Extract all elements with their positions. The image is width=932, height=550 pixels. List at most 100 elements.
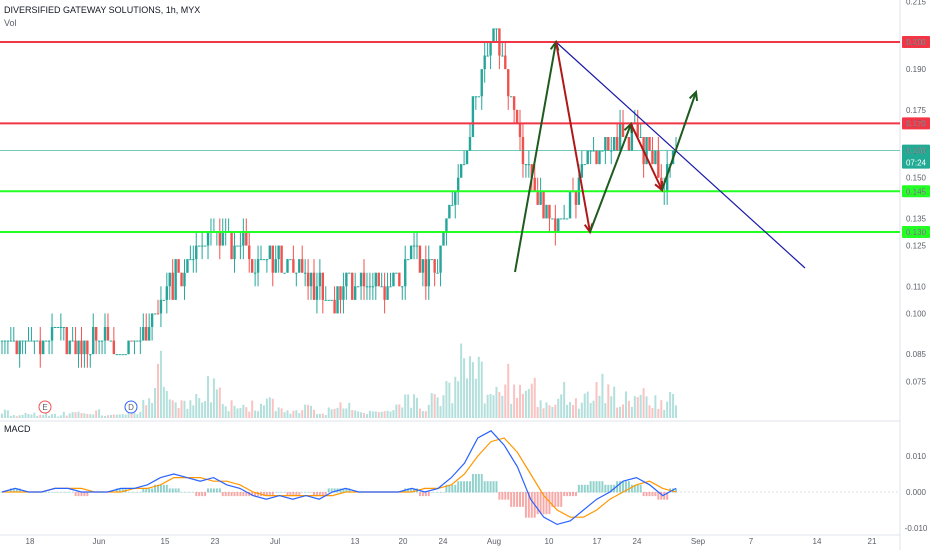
volume-bar [383, 411, 386, 418]
macd-histogram-bar [212, 488, 215, 493]
candle [421, 259, 425, 273]
price-tick-label: 0.190 [906, 65, 927, 74]
candle [356, 286, 360, 288]
candle [548, 204, 551, 219]
volume-bar [521, 393, 524, 418]
candle [586, 150, 589, 165]
volume-bar [460, 343, 463, 418]
volume-bar [315, 414, 318, 418]
volume-bar [239, 407, 242, 418]
macd-histogram-bar [566, 492, 569, 497]
candle [551, 218, 554, 220]
volume-bar [124, 414, 127, 418]
volume-bar [154, 387, 157, 418]
volume-bar [148, 398, 151, 418]
candle [542, 191, 545, 219]
volume-bar [566, 404, 569, 418]
candle [189, 259, 192, 261]
candle [592, 150, 595, 152]
candle [230, 232, 233, 260]
volume-bar [624, 391, 627, 418]
candle [448, 204, 451, 219]
macd-histogram-bar [277, 492, 280, 493]
macd-histogram-bar [221, 492, 224, 497]
macd-histogram-bar [262, 492, 265, 497]
macd-histogram-bar [607, 484, 610, 493]
candle [203, 245, 207, 247]
countdown-label: 07:24 [906, 159, 927, 168]
volume-bar [330, 409, 333, 418]
volume-bar [236, 408, 239, 418]
candle [24, 340, 27, 342]
candle [250, 259, 254, 273]
volume-bar [495, 386, 498, 418]
volume-bar [77, 411, 80, 418]
candle [301, 259, 304, 273]
candle [527, 164, 531, 166]
candle [306, 272, 310, 287]
candle [130, 340, 133, 342]
macd-histogram-bar [610, 484, 613, 493]
macd-histogram-bar [201, 492, 204, 497]
price-tick-label: 0.125 [906, 242, 927, 251]
price-tick-label: 0.085 [906, 350, 927, 359]
candle [457, 177, 460, 192]
volume-bar [42, 415, 45, 418]
volume-bar [209, 402, 212, 418]
candle [630, 123, 634, 151]
candle [398, 272, 401, 287]
macd-histogram-bar [74, 492, 77, 497]
macd-histogram-bar [12, 488, 15, 493]
volume-bar [89, 414, 92, 418]
candle [103, 327, 107, 341]
macd-histogram-bar [192, 492, 195, 493]
volume-bar [248, 411, 251, 418]
candle [383, 286, 386, 300]
volume-bar [360, 412, 363, 418]
volume-bar [536, 407, 539, 418]
macd-histogram-bar [280, 492, 283, 493]
candle [65, 327, 68, 355]
candle [327, 299, 330, 301]
macd-histogram-bar [139, 492, 142, 493]
candle [74, 340, 77, 355]
volume-bar [86, 413, 89, 418]
macd-histogram-bar [265, 492, 268, 497]
volume-bar [24, 413, 27, 418]
macd-histogram-bar [636, 484, 639, 493]
macd-histogram-bar [321, 492, 324, 497]
candle [53, 327, 57, 328]
candle [321, 272, 325, 300]
macd-histogram-bar [242, 492, 245, 497]
volume-bar [468, 356, 471, 418]
macd-histogram-bar [480, 474, 483, 493]
macd-histogram-bar [501, 492, 504, 500]
candle [118, 354, 121, 356]
volume-bar [639, 394, 642, 418]
candle [409, 245, 413, 260]
candle [468, 137, 472, 151]
volume-bar [357, 411, 360, 418]
level-tag-label: 0.200 [906, 38, 927, 47]
volume-bar [354, 410, 357, 418]
candle [9, 340, 13, 342]
volume-bar [6, 410, 9, 418]
macd-histogram-bar [136, 492, 139, 493]
candle [483, 55, 486, 70]
macd-histogram-bar [51, 492, 54, 493]
candle [142, 327, 145, 341]
time-tick-label: 20 [399, 537, 408, 546]
volume-bar [312, 409, 315, 418]
candle [253, 272, 257, 274]
volume-bar [151, 403, 154, 418]
volume-bar [333, 408, 336, 418]
macd-histogram-bar [65, 492, 68, 493]
candle [309, 272, 313, 287]
macd-histogram-bar [589, 481, 592, 493]
volume-bar [445, 380, 448, 418]
macd-histogram-bar [165, 484, 168, 493]
volume-bar [607, 384, 610, 418]
macd-histogram-bar [254, 492, 257, 497]
level-tag [902, 226, 930, 238]
